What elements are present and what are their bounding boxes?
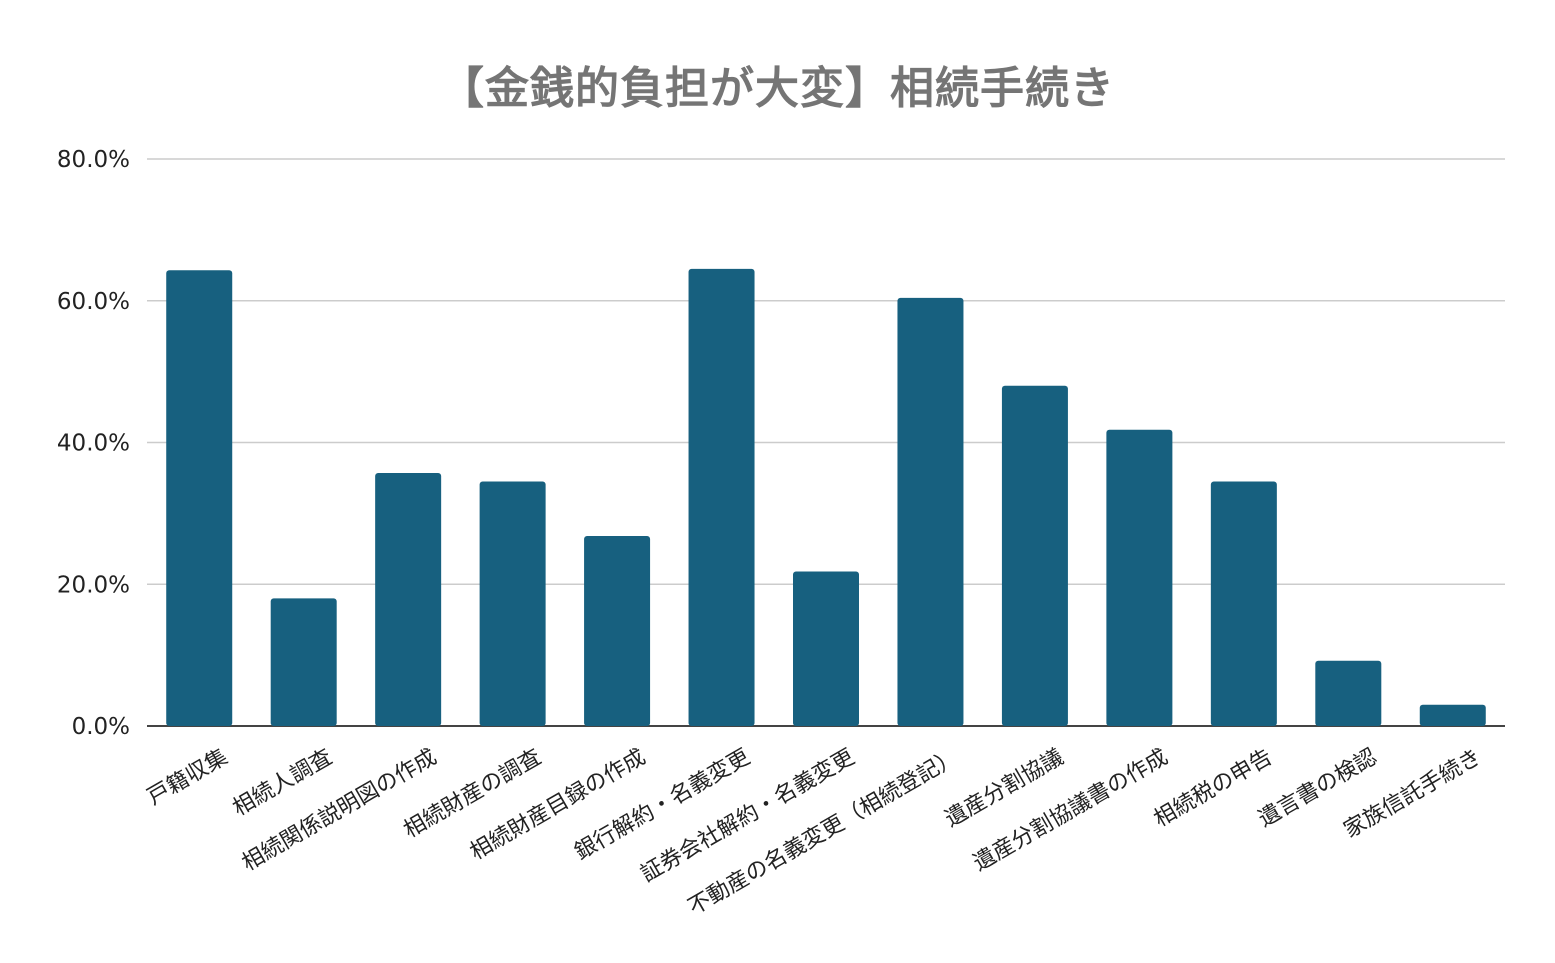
bar	[688, 268, 755, 726]
bar	[270, 598, 337, 726]
y-tick-label: 0.0%	[72, 714, 130, 740]
x-tick-label: 銀行解約・名義変更	[570, 745, 754, 866]
x-tick-label: 遺産分割協議書の作成	[969, 745, 1172, 877]
bar	[1315, 660, 1382, 726]
y-tick-label: 20.0%	[57, 572, 130, 598]
y-axis-ticks: 0.0% 20.0% 40.0% 60.0% 80.0%	[57, 147, 130, 740]
bar	[375, 472, 442, 726]
y-tick-label: 80.0%	[57, 147, 130, 173]
bar	[479, 481, 546, 726]
bar	[1419, 704, 1486, 726]
x-tick-label: 相続関係説明図の作成	[238, 745, 441, 877]
chart-title: 【金銭的負担が大変】相続手続き	[440, 63, 1115, 114]
x-tick-label: 戸籍収集	[143, 745, 232, 811]
x-tick-label: 相続税の申告	[1150, 745, 1277, 833]
x-tick-label: 相続財産目録の作成	[466, 745, 650, 866]
bar	[793, 571, 859, 726]
bar	[166, 270, 233, 726]
bar	[1001, 385, 1068, 726]
y-tick-label: 60.0%	[57, 289, 130, 315]
bar	[1210, 481, 1277, 726]
x-axis-labels: 戸籍収集相続人調査相続関係説明図の作成相続財産の調査相続財産目録の作成銀行解約・…	[143, 745, 1485, 921]
y-tick-label: 40.0%	[57, 431, 130, 457]
bar	[584, 536, 651, 726]
bars	[166, 268, 1486, 726]
bar	[897, 297, 964, 726]
bar	[1106, 429, 1173, 726]
